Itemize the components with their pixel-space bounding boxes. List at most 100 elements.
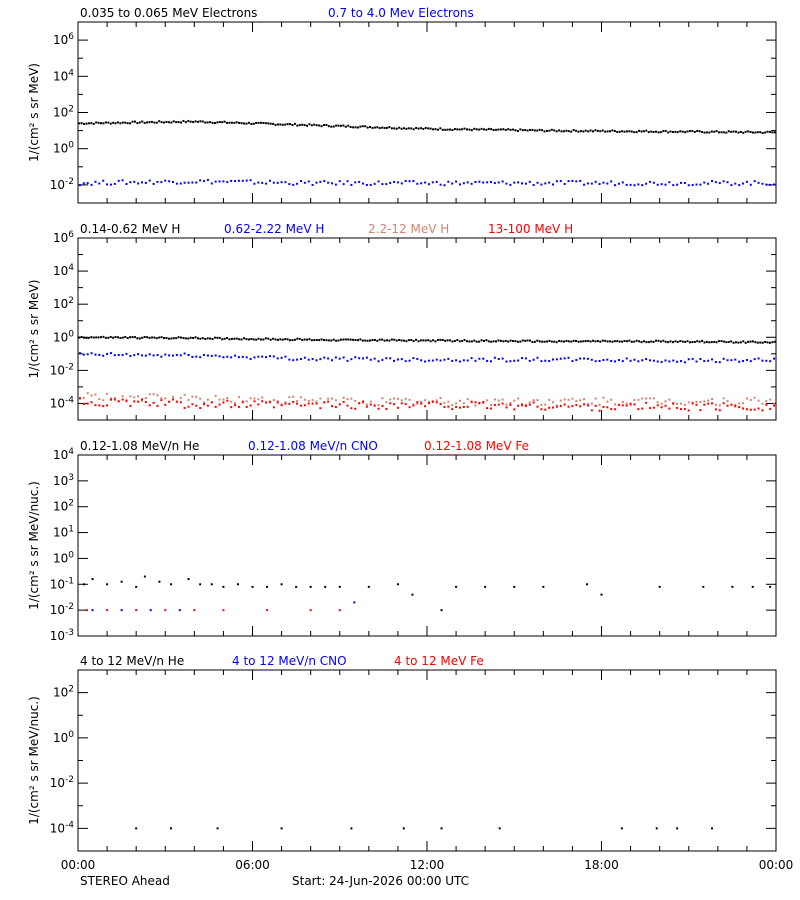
data-point [98, 182, 101, 185]
data-point [109, 183, 112, 186]
data-point [424, 181, 427, 184]
data-point [78, 397, 81, 400]
data-point [756, 341, 759, 344]
data-point [435, 358, 438, 361]
data-point [338, 403, 341, 406]
data-point [82, 396, 85, 399]
data-point [408, 180, 411, 183]
data-point [280, 181, 283, 184]
data-point [320, 125, 323, 128]
data-point [648, 359, 651, 362]
data-point [687, 184, 690, 187]
data-point [616, 340, 619, 343]
data-point [427, 127, 430, 130]
data-point [513, 585, 516, 588]
data-point [354, 399, 357, 402]
y-tick-label: 106 [53, 230, 74, 245]
data-point [245, 406, 248, 409]
data-point [498, 827, 501, 830]
data-point [191, 395, 194, 398]
data-point [164, 397, 167, 400]
data-point [402, 127, 405, 130]
data-point [617, 359, 620, 362]
data-point [773, 402, 776, 405]
data-point [761, 409, 764, 412]
data-point [269, 338, 272, 341]
data-point [570, 130, 573, 133]
data-point [718, 340, 721, 343]
data-point [552, 358, 555, 361]
data-point [681, 340, 684, 343]
data-point [618, 340, 621, 343]
data-point [683, 408, 686, 411]
data-point [330, 125, 333, 128]
data-point [552, 406, 555, 409]
y-axis-label: 1/(cm² s sr MeV) [27, 280, 41, 379]
data-point [443, 184, 446, 187]
data-point [572, 339, 575, 342]
data-point [652, 181, 655, 184]
data-point [611, 340, 614, 343]
data-point [354, 339, 357, 342]
data-point [195, 395, 198, 398]
data-point [377, 404, 380, 407]
data-point [214, 180, 217, 183]
data-point [645, 182, 648, 185]
data-point [726, 404, 729, 407]
data-point [361, 125, 364, 128]
data-point [330, 339, 333, 342]
data-point [140, 398, 143, 401]
data-point [738, 184, 741, 187]
data-point [447, 357, 450, 360]
data-point [160, 355, 163, 358]
data-point [209, 337, 212, 340]
data-point [124, 335, 127, 338]
data-point [652, 340, 655, 343]
data-point [203, 353, 206, 356]
data-point [739, 130, 742, 133]
data-point [222, 609, 225, 612]
data-point [390, 338, 393, 341]
data-point [338, 609, 341, 612]
data-point [427, 400, 430, 403]
data-point [635, 131, 638, 134]
data-point [633, 184, 636, 187]
data-point [216, 336, 219, 339]
data-point [315, 124, 318, 127]
data-point [480, 339, 483, 342]
data-point [366, 339, 369, 342]
data-point [303, 181, 306, 184]
data-point [94, 404, 97, 407]
data-point [553, 340, 556, 343]
data-point [315, 400, 318, 403]
data-point [765, 183, 768, 186]
data-point [589, 129, 592, 132]
time-axis: 00:00 06:00 12:00 18:00 00:00 [61, 858, 794, 872]
data-point [272, 355, 275, 358]
data-point [493, 356, 496, 359]
data-point [299, 396, 302, 399]
data-point [164, 179, 167, 182]
data-point [478, 401, 481, 404]
data-point [109, 336, 112, 339]
data-point [664, 340, 667, 343]
data-point [381, 404, 384, 407]
data-point [625, 357, 628, 360]
data-point [669, 130, 672, 133]
data-point [545, 340, 548, 343]
data-point [722, 131, 725, 134]
data-point [695, 360, 698, 363]
data-point [311, 399, 314, 402]
data-point [575, 403, 578, 406]
data-point [555, 180, 558, 183]
data-point [734, 405, 737, 408]
data-point [683, 403, 686, 406]
data-point [91, 578, 94, 581]
data-point [424, 339, 427, 342]
data-point [222, 180, 225, 183]
data-point [267, 337, 270, 340]
data-point [738, 360, 741, 363]
data-point [482, 339, 485, 342]
data-point [85, 336, 88, 339]
data-point [753, 408, 756, 411]
